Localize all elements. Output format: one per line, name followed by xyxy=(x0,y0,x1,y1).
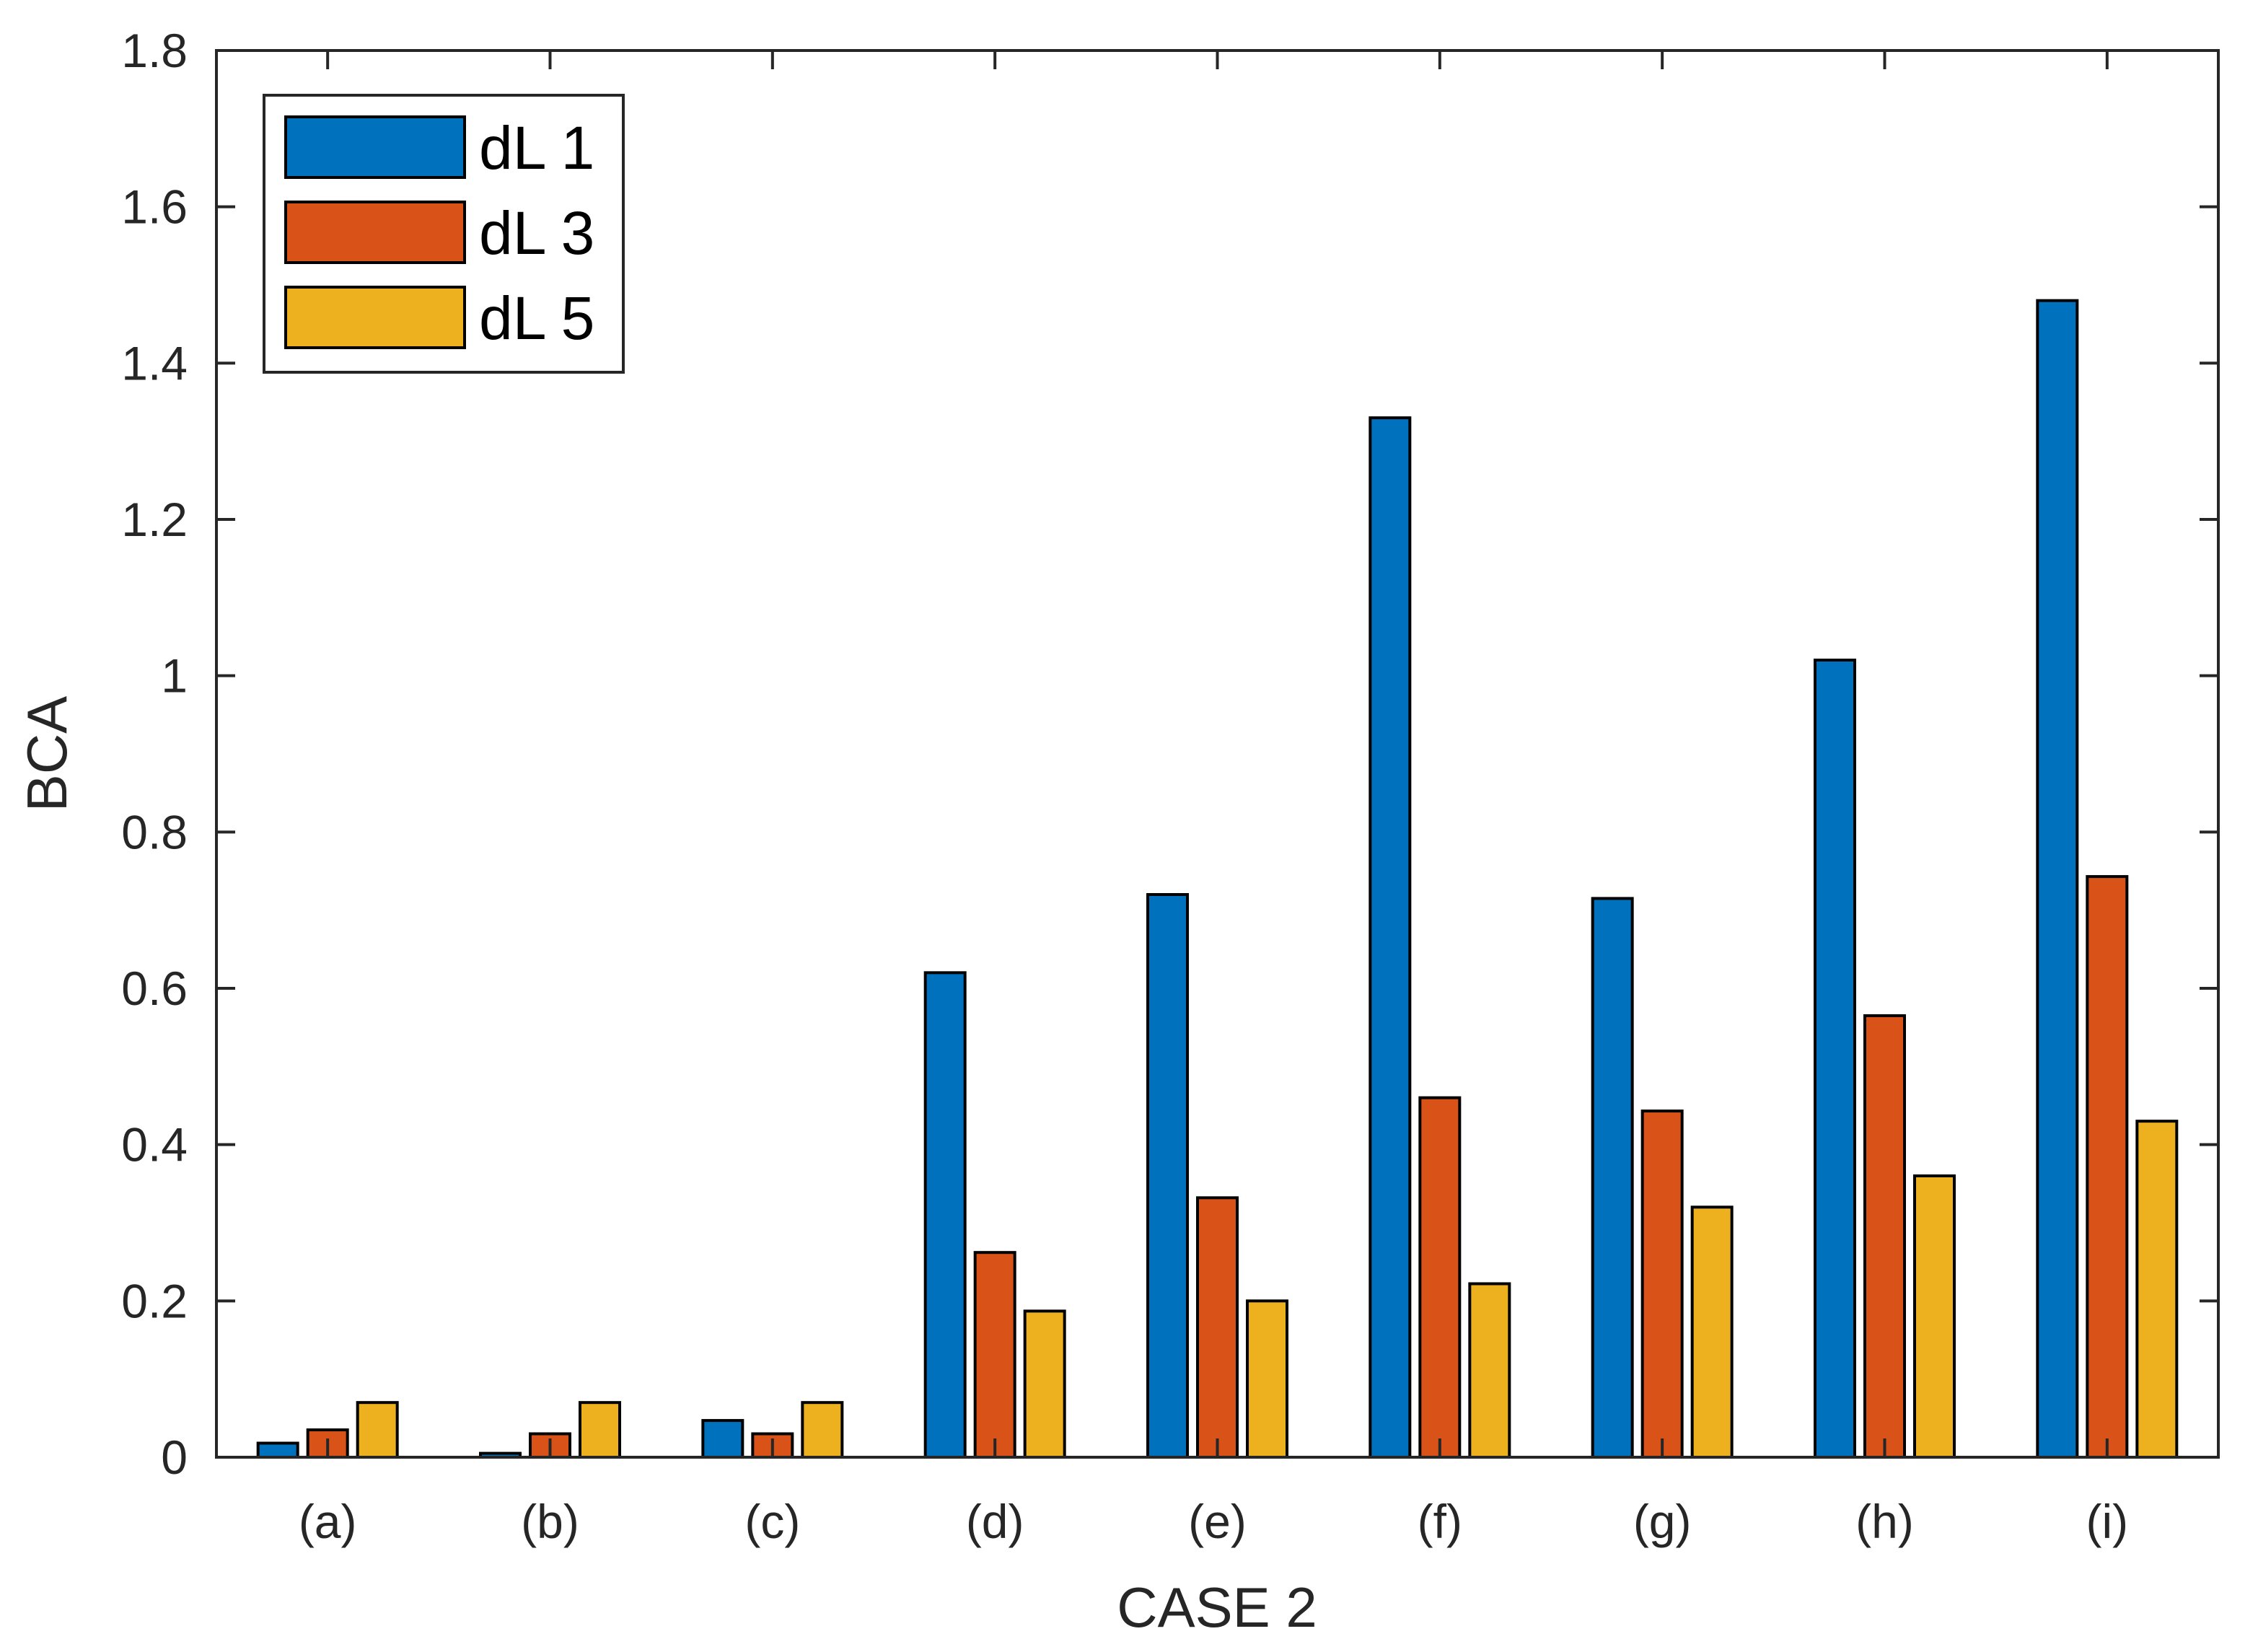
x-tick-label: (f) xyxy=(1418,1495,1462,1548)
x-tick-label: (e) xyxy=(1188,1495,1247,1548)
bar-dl3-d xyxy=(973,1251,1016,1459)
bar-dl1-i xyxy=(2036,299,2079,1459)
bar-dl5-d xyxy=(1023,1309,1066,1459)
bar-dl3-h xyxy=(1863,1014,1906,1459)
ticks-layer: 0 0.2 0.4 0.6 0.8 1 1.2 1.4 1.6 1.8 (a) (b) (c) (d) (e… xyxy=(121,24,2218,1548)
bar-dl3-f xyxy=(1418,1096,1462,1459)
legend-label-dl1: dL 1 xyxy=(479,114,594,182)
bar-dl5-a xyxy=(356,1401,399,1459)
y-tick-label: 1.8 xyxy=(121,24,188,77)
bar-dl1-e xyxy=(1146,893,1189,1459)
y-tick-label: 0 xyxy=(161,1431,188,1484)
bar-dl5-g xyxy=(1690,1205,1734,1459)
bar-dl1-f xyxy=(1369,416,1412,1459)
bar-dl5-c xyxy=(801,1401,844,1459)
x-tick-label: (g) xyxy=(1633,1495,1692,1548)
legend-swatch-dl5 xyxy=(284,286,466,349)
bar-dl5-f xyxy=(1468,1282,1511,1459)
bar-dl3-e xyxy=(1196,1196,1239,1459)
y-tick-label: 1.2 xyxy=(121,493,188,546)
x-tick-label: (d) xyxy=(966,1495,1024,1548)
x-tick-label: (i) xyxy=(2086,1495,2129,1548)
bar-dl3-i xyxy=(2086,875,2129,1459)
x-tick-label: (h) xyxy=(1855,1495,1914,1548)
legend-swatch-dl3 xyxy=(284,201,466,264)
legend-swatch-dl1 xyxy=(284,115,466,179)
bar-dl1-h xyxy=(1814,659,1856,1459)
y-tick-label: 1.4 xyxy=(121,336,188,390)
legend: dL 1 dL 3 dL 5 xyxy=(263,94,625,374)
bar-dl5-i xyxy=(2135,1120,2179,1459)
y-tick-label: 0.6 xyxy=(121,962,188,1015)
bar-dl5-h xyxy=(1913,1174,1956,1459)
bar-dl3-g xyxy=(1640,1110,1684,1459)
y-tick-label: 1.6 xyxy=(121,180,188,234)
y-tick-label: 1 xyxy=(161,649,188,703)
x-axis-title: CASE 2 xyxy=(1117,1576,1317,1639)
bar-dl1-g xyxy=(1591,897,1634,1459)
x-tick-label: (b) xyxy=(521,1495,579,1548)
bar-dl5-b xyxy=(579,1401,621,1459)
y-tick-label: 0.4 xyxy=(121,1118,188,1172)
y-axis-title: BCA xyxy=(15,696,79,812)
legend-label-dl3: dL 3 xyxy=(479,199,594,267)
bar-dl1-a xyxy=(256,1441,299,1459)
bar-dl1-d xyxy=(923,971,967,1459)
x-tick-label: (c) xyxy=(744,1495,800,1548)
bar-dl1-c xyxy=(701,1419,744,1459)
y-tick-label: 0.2 xyxy=(121,1274,188,1327)
bars-layer xyxy=(256,299,2179,1459)
x-tick-label: (a) xyxy=(299,1495,357,1548)
y-tick-label: 0.8 xyxy=(121,805,188,858)
bar-dl5-e xyxy=(1246,1299,1288,1459)
legend-label-dl5: dL 5 xyxy=(479,284,594,352)
